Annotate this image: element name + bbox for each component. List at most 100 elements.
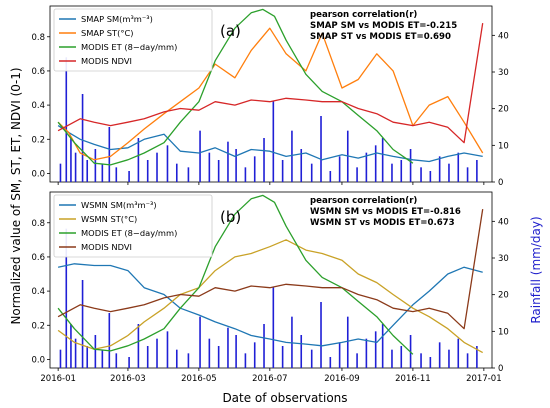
rainfall-bar [374,331,377,368]
y-right-tick-label: 40 [498,217,509,227]
rainfall-bar [115,353,118,368]
y-tick-label: 0.2 [31,135,45,145]
rainfall-bar [74,152,77,182]
correlation-annotation: pearson correlation(r) [310,10,417,20]
rainfall-bar [338,342,341,368]
rainfall-bar [263,324,265,368]
rainfall-bar [429,357,432,368]
y-tick-label: 0.0 [31,169,45,179]
panel-label: (a) [220,22,241,40]
rainfall-bar [365,338,368,368]
y-right-tick-label: 30 [498,68,509,78]
y-tick-label: 0.6 [31,253,45,263]
rainfall-bar [438,156,441,182]
rainfall-bar [438,342,441,368]
rainfall-bar [59,163,62,182]
legend-entry: MODIS ET (8−day/mm) [81,228,177,238]
plot-frame [49,191,493,369]
rainfall-bar [101,163,104,182]
rainfall-bar [466,353,469,368]
rainfall-bar [320,116,322,182]
rainfall-bar [244,353,247,368]
plot-frame [49,5,493,183]
rainfall-bar [108,127,111,182]
rainfall-bar [281,160,284,182]
correlation-annotation: SMAP ST vs MODIS ET=0.690 [310,32,451,42]
rainfall-bar [81,94,84,182]
rainfall-bar [217,346,220,368]
y-tick-label: 0.4 [31,101,45,111]
x-tick-label: 2016-09 [324,374,360,384]
y-tick-label: 0.0 [31,355,45,365]
rainfall-bar [457,152,460,182]
series-line-1 [57,263,483,347]
legend-entry: SMAP ST(°C) [81,28,134,38]
rainfall-bar [65,57,68,182]
series-line-4 [57,23,484,144]
y-tick-label: 0.4 [31,287,45,297]
rainfall-bar [448,349,450,368]
y-axis-label-left: Normalized value of SM, ST, ET, NDVI (0-… [9,67,23,324]
y-tick-label: 0.6 [31,67,45,77]
rainfall-bar [400,346,403,368]
rainfall-bar [310,163,313,182]
rainfall-bar [175,349,178,368]
y-right-tick-label: 0 [498,364,503,374]
rainfall-bar [227,327,229,368]
rainfall-bar [244,167,247,182]
rainfall-bar [409,149,412,182]
rainfall-bar [329,357,332,368]
y-right-tick-label: 10 [498,327,509,337]
rainfall-bar [374,145,377,182]
rainfall-bar [70,138,72,182]
legend-entry: SMAP SM(m³m⁻³) [81,14,153,24]
x-tick-label: 2016-07 [252,374,288,384]
rainfall-bar [156,152,158,182]
rainfall-bar [253,156,256,182]
rainfall-bar [108,313,111,368]
y-axis-label-right: Rainfall (mm/day) [529,216,543,323]
correlation-annotation: WSMN SM vs MODIS ET=-0.816 [310,207,461,217]
panel-label: (b) [220,208,241,226]
rainfall-bar [346,316,349,368]
rainfall-bar [476,346,478,368]
rainfall-bar [429,171,432,182]
rainfall-bar [466,167,469,182]
rainfall-bar [356,353,358,368]
rainfall-bar [476,160,478,182]
x-axis-label: Date of observations [222,391,347,405]
rainfall-bar [156,338,158,368]
rainfall-bar [146,346,149,368]
rainfall-bar [263,138,265,182]
rainfall-bar [227,141,229,182]
y-right-tick-label: 0 [498,178,503,188]
rainfall-bar [175,163,178,182]
rainfall-bar [217,160,220,182]
rainfall-bar [115,167,118,182]
rainfall-bar [381,138,384,182]
rainfall-bar [391,163,393,182]
series-line-3 [57,8,414,166]
rainfall-bar [65,228,68,368]
rainfall-bar [391,349,393,368]
correlation-annotation: WSMN ST vs MODIS ET=0.673 [310,218,455,228]
y-right-tick-label: 20 [498,291,509,301]
rainfall-bar [457,338,460,368]
rainfall-bar [166,331,169,368]
rainfall-bar [365,152,368,182]
rainfall-bar [137,138,140,182]
rainfall-bar [128,171,130,182]
rainfall-bar [329,171,332,182]
rainfall-bar [281,346,284,368]
rainfall-bar [235,335,237,368]
legend-entry: MODIS ET (8−day/mm) [81,42,177,52]
series-line-4 [57,209,484,330]
legend-entry: MODIS NDVI [81,56,132,66]
panel-a: 0.0 0.2 0.4 0.6 0.8 0 10 20 30 40 SMAP SM(m³m⁻³) SM… [31,5,509,188]
x-tick-label: 2016-11 [395,374,431,384]
rainfall-bar [81,280,84,368]
y-right-tick-label: 40 [498,31,509,41]
rainfall-bar [70,324,72,368]
y-tick-label: 0.2 [31,321,45,331]
x-tick-label: 2016-05 [181,374,217,384]
